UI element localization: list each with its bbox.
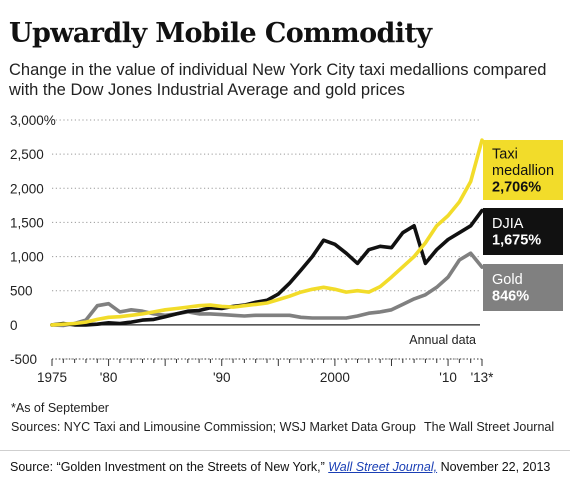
y-tick-label: 500	[10, 284, 33, 299]
y-tick-label: 3,000%	[10, 113, 56, 128]
y-tick-label: 0	[10, 318, 18, 333]
series-line-taxi-medallion	[50, 138, 484, 327]
end-label-text: medallion	[492, 163, 554, 179]
y-tick-label: 1,000	[10, 250, 44, 265]
x-tick-label: 2000	[320, 370, 350, 385]
y-tick-label: 2,500	[10, 147, 44, 162]
end-label-text: 846%	[492, 289, 529, 305]
source-citation: Source: “Golden Investment on the Street…	[10, 460, 550, 474]
chart-title: Upwardly Mobile Commodity	[9, 18, 432, 49]
series-line-djia	[50, 208, 484, 327]
x-tick-label: 1975	[37, 370, 67, 385]
x-tick-label: '80	[100, 370, 118, 385]
y-tick-label: -500	[10, 352, 37, 367]
x-tick-label: '90	[213, 370, 231, 385]
source-link[interactable]: Wall Street Journal,	[328, 460, 438, 474]
x-tick-label: '13*	[471, 370, 495, 385]
end-label-box	[483, 264, 563, 311]
end-label-text: Taxi	[492, 146, 518, 162]
y-tick-label: 2,000	[10, 181, 44, 196]
source-suffix: November 22, 2013	[437, 460, 551, 474]
line-chart: 3,000% 2,500 2,000 1,500 1,000 500 0 -500 Annual…	[10, 113, 563, 385]
end-label-text: Gold	[492, 272, 523, 288]
y-tick-label: 1,500	[10, 215, 44, 230]
footnote-credit: The Wall Street Journal	[424, 420, 555, 434]
series-line-gold	[50, 251, 484, 328]
x-tick-label: '10	[439, 370, 457, 385]
end-label-box	[483, 208, 563, 255]
chart-subtitle: Change in the value of individual New Yo…	[9, 61, 547, 99]
end-label-text: 2,706%	[492, 179, 541, 195]
source-prefix: Source: “Golden Investment on the Street…	[10, 460, 329, 474]
end-label-text: 1,675%	[492, 233, 541, 249]
end-label-text: DJIA	[492, 216, 524, 232]
divider	[0, 450, 570, 451]
end-label-box	[483, 140, 563, 200]
x-axis-label: Annual data	[409, 333, 476, 347]
footnote-asterisk: *As of September	[11, 401, 109, 415]
footnote-sources: Sources: NYC Taxi and Limousine Commissi…	[11, 420, 416, 434]
